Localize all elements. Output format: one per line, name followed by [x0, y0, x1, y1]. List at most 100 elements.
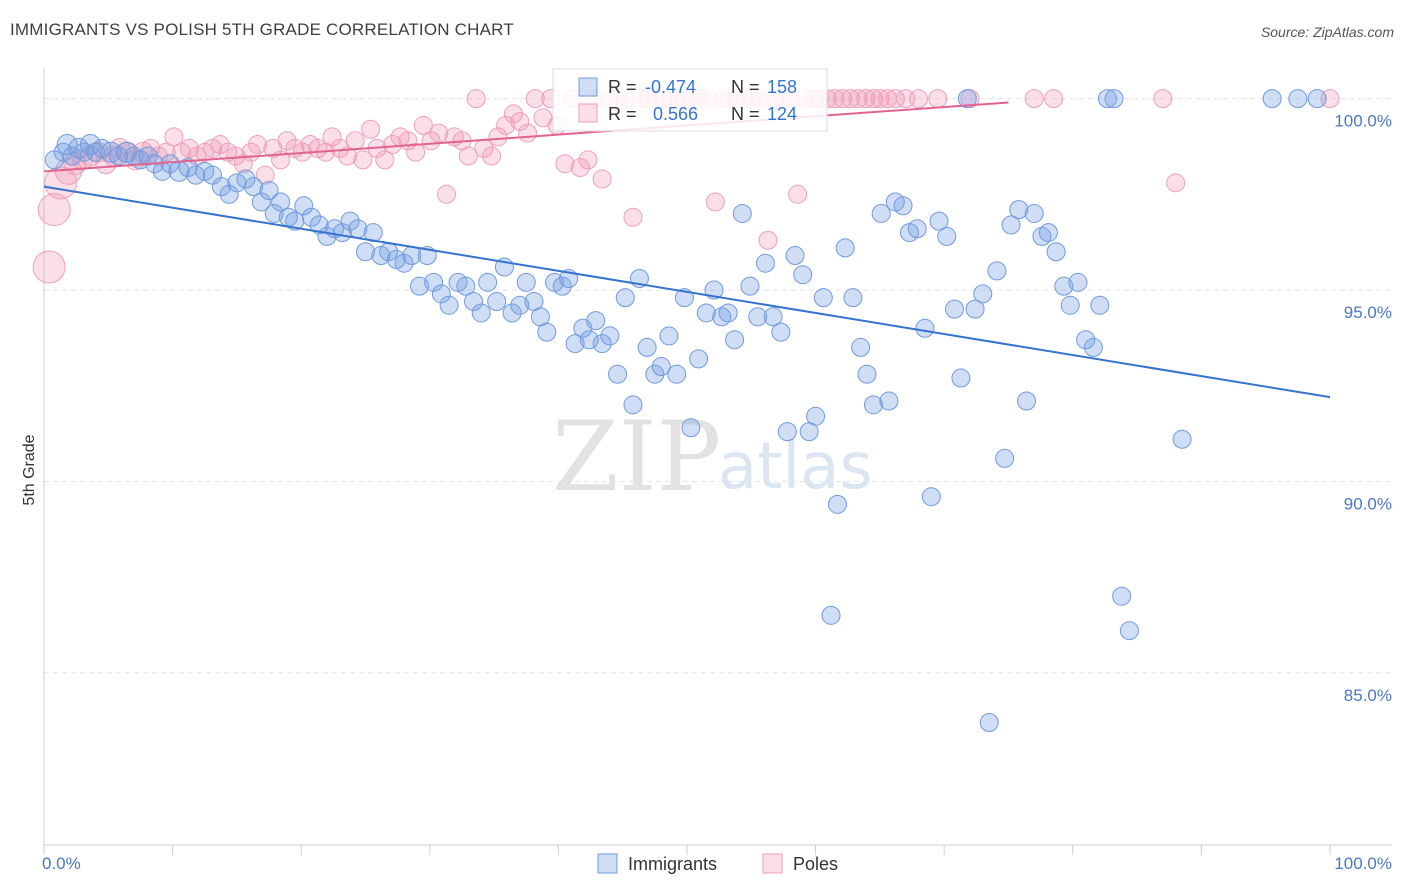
- immigrants-point: [806, 406, 826, 426]
- legend-r-label: R =: [608, 77, 637, 97]
- immigrants-point: [777, 422, 797, 442]
- immigrants-point: [1288, 89, 1308, 109]
- immigrants-point: [1024, 203, 1044, 223]
- poles-point: [429, 123, 449, 143]
- watermark-atlas: atlas: [718, 430, 873, 504]
- immigrants-point: [502, 303, 522, 323]
- immigrants-point: [301, 207, 321, 227]
- poles-point: [848, 89, 868, 109]
- immigrants-point: [394, 253, 414, 273]
- poles-point: [840, 89, 860, 109]
- source-credit: Source: ZipAtlas.com: [1260, 24, 1394, 40]
- poles-point: [503, 104, 523, 124]
- immigrants-point: [907, 219, 927, 239]
- immigrants-point: [921, 487, 941, 507]
- immigrants-point: [704, 280, 724, 300]
- poles-point: [32, 250, 66, 284]
- immigrants-point: [843, 288, 863, 308]
- immigrants-point: [244, 177, 264, 197]
- immigrants-point: [424, 272, 444, 292]
- poles-point: [482, 146, 502, 166]
- legend-n-label: N =: [731, 104, 760, 124]
- immigrants-point: [1017, 391, 1037, 411]
- poles-point: [330, 138, 350, 158]
- immigrants-point: [871, 203, 891, 223]
- poles-point: [322, 127, 342, 147]
- immigrants-point: [667, 364, 687, 384]
- y-tick-label: 95.0%: [1344, 303, 1392, 322]
- immigrants-point: [863, 395, 883, 415]
- legend-r-value: 0.566: [653, 104, 698, 124]
- poles-point: [375, 150, 395, 170]
- immigrants-point: [219, 184, 239, 204]
- immigrants-point: [827, 494, 847, 514]
- immigrants-point: [835, 238, 855, 258]
- immigrants-point: [340, 211, 360, 231]
- y-tick-label: 100.0%: [1334, 112, 1392, 131]
- immigrants-point: [1083, 337, 1103, 357]
- poles-point: [233, 154, 253, 174]
- immigrants-point: [251, 192, 271, 212]
- poles-point: [95, 153, 117, 175]
- immigrants-point: [1046, 242, 1066, 262]
- legend-n-value: 124: [767, 104, 797, 124]
- immigrants-point: [763, 307, 783, 327]
- legend-swatch-poles: [578, 103, 598, 123]
- immigrants-point: [1068, 272, 1088, 292]
- immigrants-point: [1172, 429, 1192, 449]
- immigrants-point: [410, 276, 430, 296]
- immigrants-point: [944, 299, 964, 319]
- immigrants-point: [1262, 89, 1282, 109]
- chart-title: IMMIGRANTS VS POLISH 5TH GRADE CORRELATI…: [10, 20, 514, 39]
- immigrants-point: [592, 334, 612, 354]
- immigrants-point: [623, 395, 643, 415]
- poles-point: [928, 89, 948, 109]
- immigrants-point: [1119, 621, 1139, 641]
- immigrants-point: [771, 322, 791, 342]
- immigrants-point: [813, 288, 833, 308]
- immigrants-point: [431, 284, 451, 304]
- immigrants-point: [456, 276, 476, 296]
- immigrants-point: [294, 196, 314, 216]
- immigrants-point: [645, 364, 665, 384]
- poles-point: [421, 131, 441, 151]
- immigrants-point: [1038, 223, 1058, 243]
- immigrants-point: [537, 322, 557, 342]
- y-tick-label: 85.0%: [1344, 686, 1392, 705]
- poles-point: [406, 142, 426, 162]
- poles-point: [525, 89, 545, 109]
- poles-point: [277, 131, 297, 151]
- immigrants-point: [755, 253, 775, 273]
- legend-n-label: N =: [731, 77, 760, 97]
- immigrants-point: [615, 288, 635, 308]
- immigrants-point: [696, 303, 716, 323]
- poles-point: [833, 89, 853, 109]
- immigrants-point: [987, 261, 1007, 281]
- immigrants-point: [586, 311, 606, 331]
- immigrants-point: [929, 211, 949, 231]
- immigrants-point: [951, 368, 971, 388]
- immigrants-point: [516, 272, 536, 292]
- poles-point: [856, 89, 876, 109]
- immigrants-point: [718, 303, 738, 323]
- immigrants-point: [857, 364, 877, 384]
- immigrants-point: [264, 203, 284, 223]
- immigrants-point: [552, 276, 572, 296]
- poles-point: [863, 89, 883, 109]
- poles-point: [353, 150, 373, 170]
- immigrants-point: [785, 246, 805, 266]
- immigrants-point: [748, 307, 768, 327]
- poles-point: [361, 119, 381, 139]
- immigrants-point: [725, 330, 745, 350]
- poles-point: [578, 150, 598, 170]
- poles-point: [255, 165, 275, 185]
- immigrants-point: [893, 196, 913, 216]
- immigrants-point: [608, 364, 628, 384]
- poles-point: [1044, 89, 1064, 109]
- immigrants-point: [356, 242, 375, 262]
- x-tick-labels: 0.0% 100.0%: [42, 854, 1392, 873]
- poles-point: [592, 169, 612, 189]
- immigrants-point: [1001, 215, 1021, 235]
- poles-point: [788, 184, 808, 204]
